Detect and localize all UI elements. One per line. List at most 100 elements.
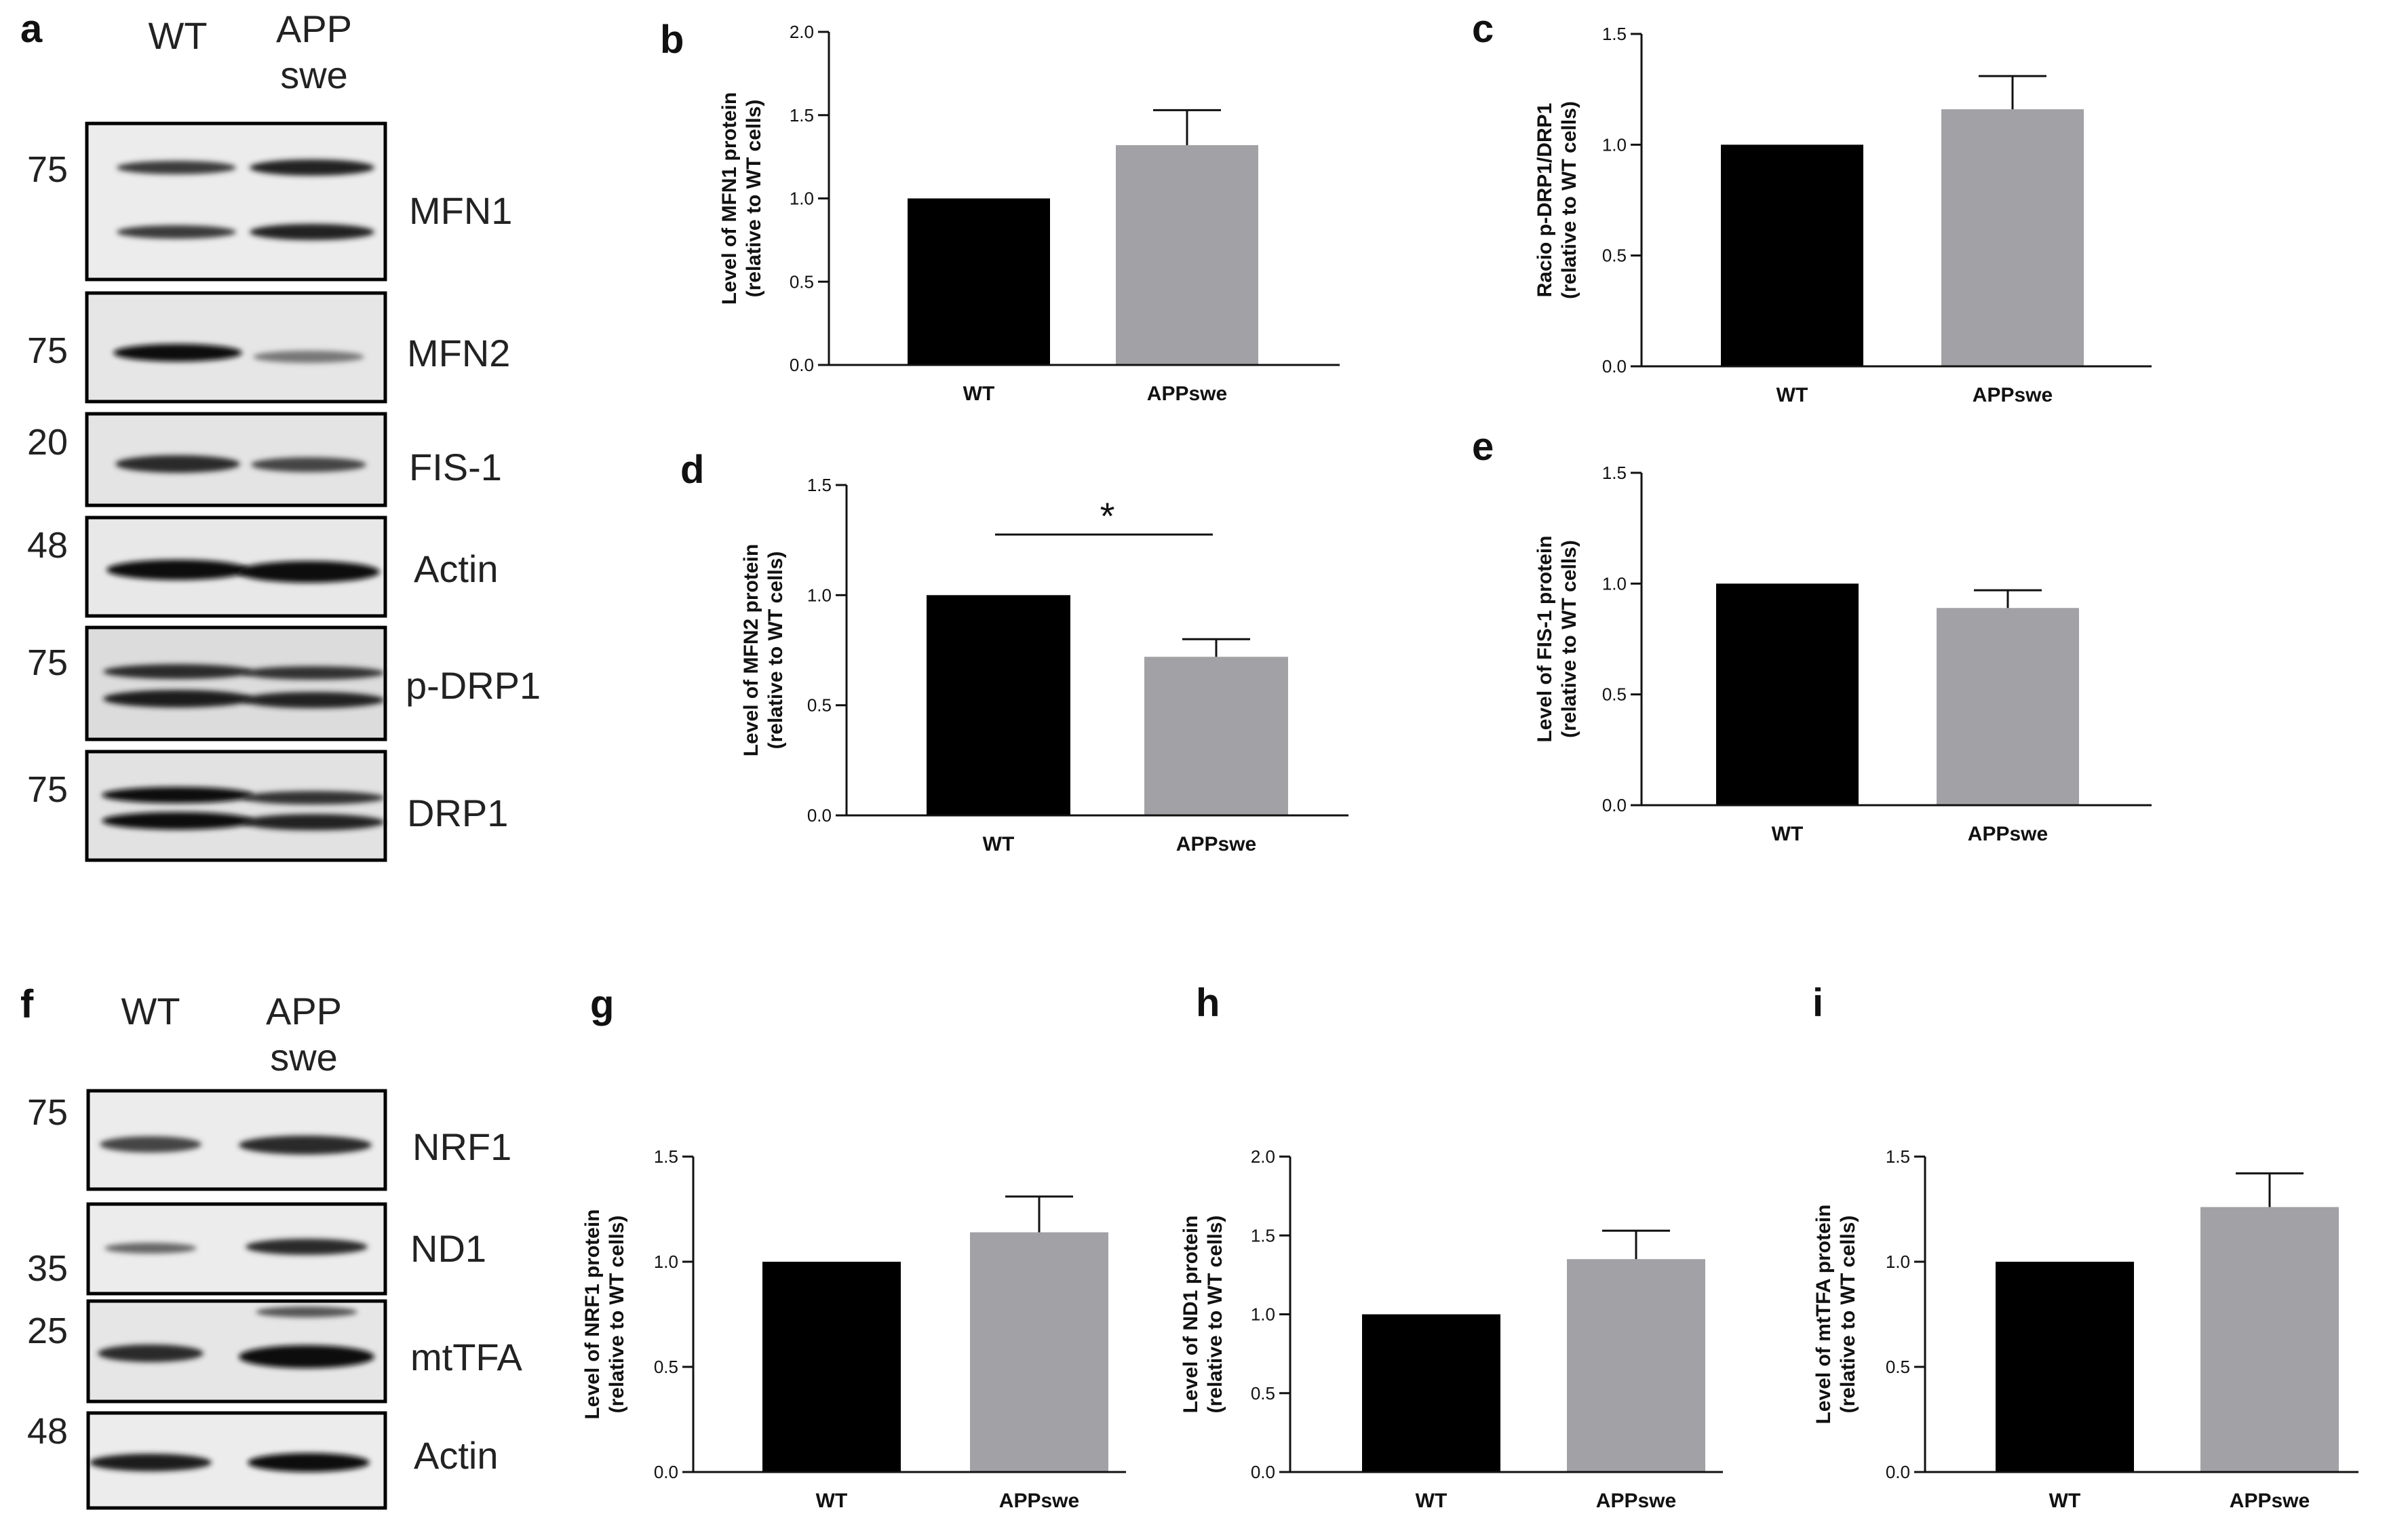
category-label: APPswe (1147, 383, 1227, 405)
bar-appswe (1937, 608, 2079, 805)
blot-panel-f: f WT APP swe 75 NRF1 35 ND1 25 mtTFA (20, 982, 523, 1510)
bar-chart-i: i WT APPswe 0.0 0.5 1.0 1.5 Level of mtTFA prot… (1812, 981, 2358, 1512)
lane-label-wt: WT (148, 14, 207, 57)
band (117, 225, 236, 239)
y-tick-label: 0.5 (790, 271, 814, 292)
blot-row-nd1: 35 ND1 (27, 1202, 486, 1296)
bar-appswe (1116, 144, 1258, 365)
blot-row-nrf1: 75 NRF1 (27, 1089, 511, 1191)
band (239, 1345, 374, 1368)
category-label: APPswe (1973, 384, 2053, 406)
bar-appswe (1567, 1259, 1705, 1472)
bar-appswe (2200, 1207, 2339, 1472)
y-axis-label: (relative to WT cells) (1837, 1216, 1859, 1414)
category-label: APPswe (1968, 823, 2048, 845)
blot-row-fis1: 20 FIS-1 (27, 412, 502, 507)
y-tick-label: 1.0 (1602, 134, 1627, 155)
bar-wt (762, 1262, 901, 1472)
category-label: APPswe (2230, 1490, 2310, 1512)
y-axis-label: Racio p-DRP1/DRP1 (1534, 103, 1556, 298)
y-tick-label: 1.0 (1602, 573, 1627, 594)
y-axis-label: Level of ND1 protein (1180, 1216, 1202, 1414)
mw-label: 35 (27, 1248, 68, 1289)
band (251, 457, 366, 472)
band (90, 1454, 212, 1471)
bar-wt (1716, 583, 1859, 805)
category-label: WT (1776, 384, 1808, 406)
band (104, 1243, 197, 1254)
band (106, 560, 249, 580)
category-label: APPswe (999, 1490, 1079, 1512)
y-axis-label: (relative to WT cells) (1558, 101, 1580, 299)
bar-charts: b WT APPswe 0.0 0.5 1.0 1.5 2.0 Level of MFN1 pr… (581, 7, 2358, 1512)
mw-label: 48 (27, 525, 68, 566)
y-tick-label: 0.5 (654, 1357, 678, 1377)
band (98, 1344, 203, 1362)
bar-wt (1362, 1314, 1500, 1472)
y-axis-label: (relative to WT cells) (1204, 1216, 1226, 1414)
y-tick-label: 0.5 (1886, 1357, 1910, 1377)
band (100, 1136, 201, 1153)
y-tick-label: 1.0 (1251, 1304, 1275, 1325)
y-tick-label: 2.0 (790, 22, 814, 42)
mw-label: 75 (27, 642, 68, 683)
category-label: APPswe (1176, 833, 1256, 855)
blot-panel-a: a WT APP swe 75 MFN1 75 MFN2 20 FI (20, 7, 541, 862)
band (242, 666, 385, 680)
y-tick-label: 0.5 (807, 695, 832, 716)
blot-row-mttfa: 25 mtTFA (27, 1299, 523, 1404)
lane-label-app: APP (276, 7, 352, 50)
panel-letter-g: g (590, 982, 614, 1026)
y-tick-label: 1.5 (1251, 1225, 1275, 1245)
lane-label-app: APP (266, 990, 342, 1032)
mw-label: 75 (27, 149, 68, 190)
category-label: WT (2049, 1490, 2081, 1512)
y-tick-label: 0.5 (1602, 684, 1627, 705)
band (102, 812, 254, 830)
lane-label-swe: swe (270, 1036, 338, 1079)
band (237, 561, 380, 583)
bar-chart-d: d WT APPswe 0.0 0.5 1.0 1.5 Level of MFN2 prote… (680, 448, 1348, 855)
blot-row-mfn2: 75 MFN2 (27, 291, 510, 404)
y-tick-label: 1.5 (654, 1146, 678, 1167)
y-tick-label: 1.0 (790, 189, 814, 209)
band (256, 1307, 357, 1317)
panel-letter-c: c (1472, 7, 1494, 51)
y-tick-label: 0.0 (790, 355, 814, 375)
bar-wt (908, 198, 1050, 365)
bar-chart-h: h WT APPswe 0.0 0.5 1.0 1.5 2.0 Level of ND1 pro… (1180, 981, 1723, 1512)
protein-label-mfn2: MFN2 (407, 332, 510, 374)
band (250, 224, 374, 240)
bar-wt (1721, 144, 1863, 367)
band (117, 161, 236, 174)
panel-letter-h: h (1196, 981, 1220, 1025)
blot-row-actin-a: 48 Actin (27, 516, 499, 618)
blot-row-drp1: 75 DRP1 (27, 750, 508, 862)
y-tick-label: 0.5 (1251, 1383, 1275, 1404)
blot-row-pdrp1: 75 p-DRP1 (27, 625, 541, 741)
protein-label-mfn1: MFN1 (409, 189, 512, 232)
protein-label-actin: Actin (414, 1434, 499, 1477)
y-tick-label: 1.0 (1886, 1252, 1910, 1272)
category-label: WT (1772, 823, 1804, 845)
y-axis-label: Level of MFN2 protein (740, 544, 762, 756)
y-tick-label: 1.0 (654, 1252, 678, 1272)
band (242, 791, 385, 805)
protein-label-pdrp1: p-DRP1 (406, 664, 541, 707)
category-label: WT (983, 833, 1015, 855)
panel-letter-b: b (660, 18, 684, 62)
blot-row-actin-f: 48 Actin (27, 1411, 499, 1510)
panel-letter-e: e (1472, 425, 1494, 469)
band (250, 159, 374, 176)
protein-label-mttfa: mtTFA (410, 1336, 523, 1378)
protein-label-nrf1: NRF1 (412, 1125, 511, 1168)
protein-label-actin: Actin (414, 547, 499, 590)
category-label: WT (1416, 1490, 1448, 1512)
y-tick-label: 1.5 (790, 105, 814, 125)
y-axis-label: (relative to WT cells) (1558, 540, 1580, 738)
bar-wt (927, 595, 1070, 815)
category-label: WT (816, 1490, 848, 1512)
band (102, 787, 254, 803)
band (115, 455, 240, 473)
